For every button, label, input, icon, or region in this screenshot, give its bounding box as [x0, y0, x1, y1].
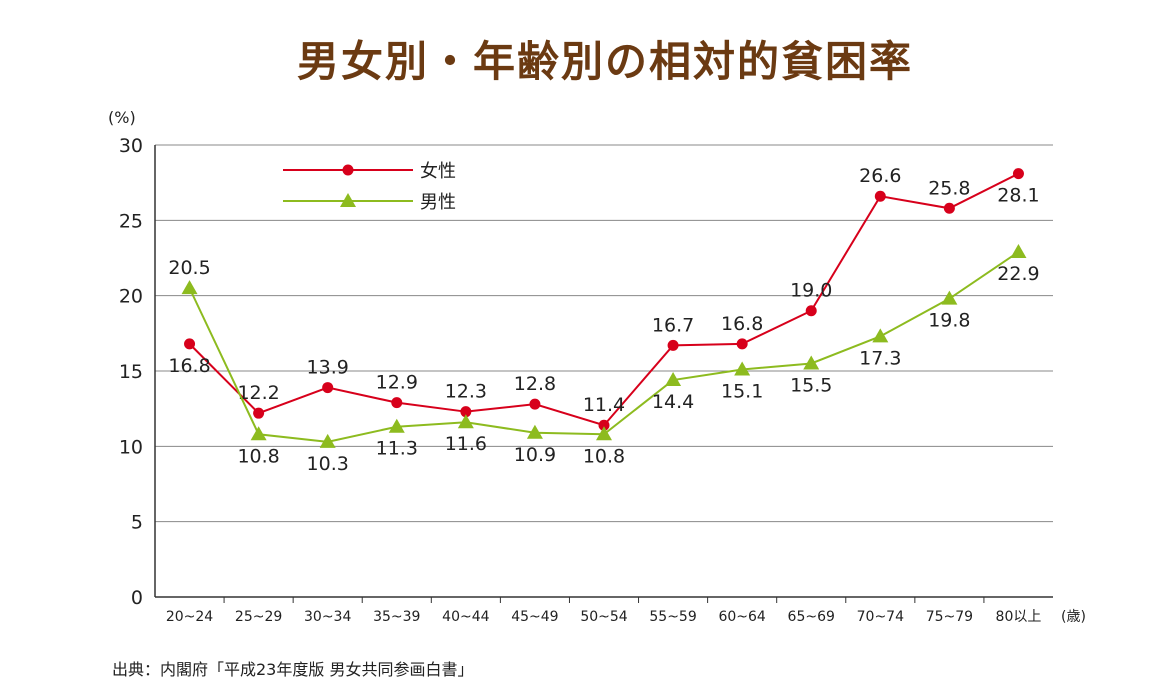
y-tick-label: 15: [119, 361, 143, 383]
data-point: [460, 406, 472, 418]
data-label: 10.3: [307, 453, 349, 475]
data-point: [872, 328, 889, 343]
y-axis-unit: (%): [108, 108, 136, 127]
data-label: 15.5: [790, 374, 832, 396]
data-label: 10.8: [237, 445, 279, 467]
data-point: [250, 426, 267, 441]
y-tick-label: 5: [131, 512, 143, 534]
data-point: [943, 202, 955, 214]
x-tick-label: 25~29: [235, 609, 282, 625]
y-tick-label: 30: [119, 135, 143, 157]
data-point: [253, 407, 265, 419]
data-label: 12.3: [445, 381, 487, 403]
legend-marker: [342, 164, 354, 176]
legend-label: 男性: [420, 192, 456, 213]
data-point: [184, 338, 196, 350]
data-point: [665, 372, 682, 387]
data-label: 16.7: [652, 314, 694, 336]
data-point: [596, 426, 612, 441]
data-point: [388, 418, 405, 433]
legend-marker: [340, 193, 356, 207]
x-tick-label: 75~79: [926, 609, 973, 625]
data-point: [457, 414, 474, 429]
x-tick-label: 55~59: [649, 609, 696, 625]
data-point: [322, 382, 334, 394]
data-point: [874, 190, 886, 202]
data-point: [736, 338, 748, 350]
data-point: [667, 339, 679, 351]
data-label: 10.8: [583, 445, 625, 467]
data-point: [734, 361, 751, 376]
x-tick-label: 80以上: [996, 609, 1042, 625]
data-point: [391, 397, 403, 409]
x-tick-label: 45~49: [511, 609, 558, 625]
data-label: 19.0: [790, 280, 832, 302]
data-label: 20.5: [168, 257, 210, 279]
data-label: 15.1: [721, 380, 763, 402]
data-point: [526, 424, 543, 439]
data-point: [598, 419, 610, 431]
x-tick-label: 60~64: [718, 609, 765, 625]
x-tick-label: 70~74: [857, 609, 904, 625]
data-point: [1012, 168, 1024, 180]
data-label: 16.8: [168, 355, 210, 377]
data-label: 11.6: [445, 433, 487, 455]
data-label: 19.8: [928, 310, 970, 332]
data-label: 26.6: [859, 165, 901, 187]
data-label: 14.4: [652, 391, 694, 413]
data-label: 22.9: [997, 263, 1039, 285]
y-tick-label: 0: [131, 587, 143, 609]
data-label: 16.8: [721, 313, 763, 335]
source-note: 出典：内閣府「平成23年度版 男女共同参画白書」: [112, 660, 474, 679]
data-label: 10.9: [514, 444, 556, 466]
data-point: [529, 398, 541, 410]
chart-title: 男女別・年齢別の相対的貧困率: [296, 37, 913, 86]
data-point: [1010, 243, 1027, 258]
data-point: [805, 305, 817, 317]
y-tick-label: 10: [119, 436, 143, 458]
data-label: 12.8: [514, 373, 556, 395]
data-point: [319, 433, 336, 448]
x-tick-label: 30~34: [304, 609, 351, 625]
y-tick-label: 25: [119, 210, 143, 232]
x-tick-label: 40~44: [442, 609, 489, 625]
data-label: 11.4: [583, 394, 625, 416]
y-tick-label: 20: [119, 286, 143, 308]
data-point: [941, 290, 958, 305]
data-point: [803, 355, 820, 370]
legend-label: 女性: [420, 161, 456, 182]
data-label: 17.3: [859, 347, 901, 369]
x-tick-label: 20~24: [166, 609, 213, 625]
series-line-0: [188, 172, 1019, 427]
data-label: 11.3: [376, 438, 418, 460]
x-axis-unit: (歳): [1061, 609, 1086, 625]
data-label: 28.1: [997, 185, 1039, 207]
data-label: 13.9: [307, 357, 349, 379]
x-tick-label: 50~54: [580, 609, 627, 625]
x-tick-label: 35~39: [373, 609, 420, 625]
x-tick-label: 65~69: [788, 609, 835, 625]
data-label: 12.2: [237, 382, 279, 404]
data-point: [181, 280, 198, 295]
data-label: 25.8: [928, 177, 970, 199]
data-label: 12.9: [376, 372, 418, 394]
